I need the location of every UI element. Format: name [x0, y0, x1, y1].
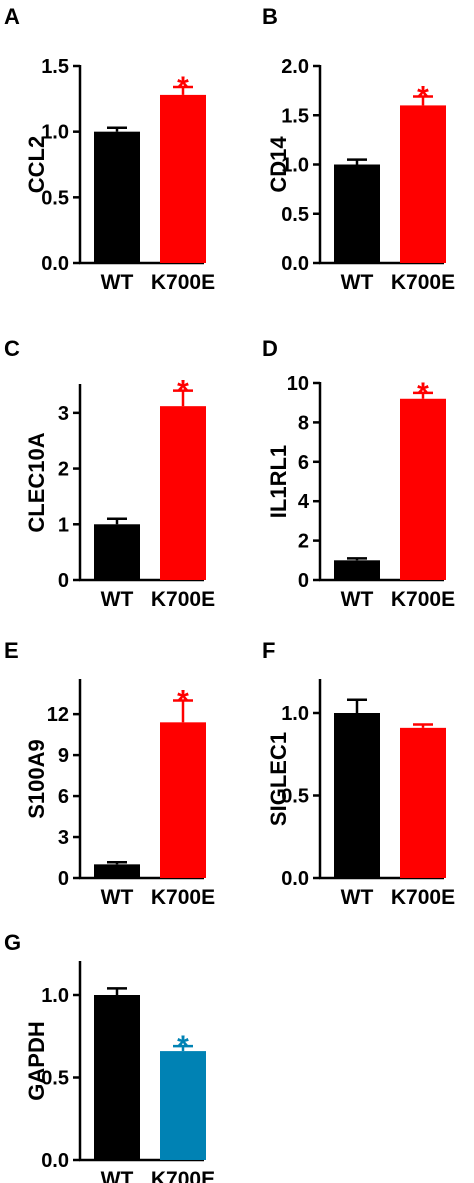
panel-g-bar-wt: [94, 995, 140, 1160]
panel-f-xlabel-k700e: K700E: [391, 886, 455, 909]
panel-a-ylabel: CCL2: [24, 136, 49, 193]
panel-c-letter: C: [4, 336, 20, 361]
panel-c-significance-star: *: [177, 375, 189, 408]
panel-b-xlabel-k700e: K700E: [391, 271, 455, 294]
panel-g-ytick-label: 0.5: [41, 1068, 69, 1090]
panel-b-significance-star: *: [417, 81, 429, 114]
panel-d-ytick-label: 6: [298, 452, 309, 474]
panel-e-ytick-label: 6: [58, 786, 69, 808]
panel-a-ytick-label: 0.5: [41, 187, 69, 209]
panel-f-bar-k700e: [400, 727, 446, 878]
panel-f-bar-wt: [334, 713, 380, 878]
panel-f-xlabel-wt: WT: [341, 886, 374, 909]
panel-g-xlabel-wt: WT: [101, 1168, 134, 1183]
panel-d-ytick-label: 8: [298, 412, 309, 434]
panel-b-ylabel: CD14: [266, 136, 291, 193]
panel-g-letter: G: [4, 930, 21, 955]
panel-b-ytick-label: 1.0: [281, 155, 309, 177]
panel-f-ytick-label: 0.5: [281, 786, 309, 808]
panel-d-ytick-label: 0: [298, 570, 309, 592]
panel-f-ytick-label: 1.0: [281, 703, 309, 725]
panel-f-letter: F: [262, 638, 275, 663]
panel-c-ytick-label: 0: [58, 570, 69, 592]
panel-f-ytick-label: 0.0: [281, 868, 309, 890]
panel-a-significance-star: *: [177, 71, 189, 104]
panel-b-letter: B: [262, 4, 278, 29]
panel-g-significance-star: *: [177, 1030, 189, 1063]
panel-a-letter: A: [4, 4, 20, 29]
panel-d-ytick-label: 10: [287, 373, 309, 395]
panel-d-xlabel-k700e: K700E: [391, 588, 455, 611]
panel-d-bar-k700e: [400, 398, 446, 580]
panel-d-ytick-label: 2: [298, 531, 309, 553]
panel-c-xlabel-k700e: K700E: [151, 588, 215, 611]
panel-b-ytick-label: 2.0: [281, 56, 309, 78]
panel-e-bar-wt: [94, 864, 140, 878]
panel-e-ylabel: S100A9: [24, 739, 49, 819]
panel-b-xlabel-wt: WT: [341, 271, 374, 294]
panel-c-bar-wt: [94, 524, 140, 580]
panel-b-bar-wt: [334, 164, 380, 263]
panel-d-bar-wt: [334, 560, 380, 580]
panel-g-ylabel: GAPDH: [24, 1021, 49, 1100]
panel-b-ytick-label: 0.0: [281, 253, 309, 275]
panel-c-bar-k700e: [160, 406, 206, 580]
panel-e-bar-k700e: [160, 722, 206, 878]
panel-e-letter: E: [4, 638, 19, 663]
panel-b-ytick-label: 1.5: [281, 105, 309, 127]
panel-a-ytick-label: 1.0: [41, 122, 69, 144]
panel-d-significance-star: *: [417, 377, 429, 410]
panel-a-bar-wt: [94, 131, 140, 263]
panel-c-ytick-label: 3: [58, 403, 69, 425]
panel-g-bar-k700e: [160, 1051, 206, 1160]
panel-f-ylabel: SIGLEC1: [266, 732, 291, 826]
panel-a-xlabel-wt: WT: [101, 271, 134, 294]
panel-e-significance-star: *: [177, 684, 189, 717]
panel-d-ylabel: IL1RL1: [266, 445, 291, 518]
panel-e-xlabel-wt: WT: [101, 886, 134, 909]
panel-b-ytick-label: 0.5: [281, 204, 309, 226]
panel-c-ytick-label: 1: [58, 514, 69, 536]
panel-a-xlabel-k700e: K700E: [151, 271, 215, 294]
panel-e-ytick-label: 9: [58, 745, 69, 767]
panel-g-xlabel-k700e: K700E: [151, 1168, 215, 1183]
panel-d-xlabel-wt: WT: [341, 588, 374, 611]
panel-e-ytick-label: 12: [47, 704, 69, 726]
panel-e-xlabel-k700e: K700E: [151, 886, 215, 909]
panel-e-ytick-label: 0: [58, 868, 69, 890]
panel-d-letter: D: [262, 336, 278, 361]
panel-a-ytick-label: 1.5: [41, 56, 69, 78]
panel-d-ytick-label: 4: [298, 491, 310, 513]
panel-c-ytick-label: 2: [58, 459, 69, 481]
panel-c-ylabel: CLEC10A: [24, 432, 49, 532]
panel-g-ytick-label: 1.0: [41, 985, 69, 1007]
panel-a-bar-k700e: [160, 94, 206, 263]
panel-e-ytick-label: 3: [58, 827, 69, 849]
panel-g-ytick-label: 0.0: [41, 1150, 69, 1172]
panel-a-ytick-label: 0.0: [41, 253, 69, 275]
panel-b-bar-k700e: [400, 105, 446, 264]
panel-c-xlabel-wt: WT: [101, 588, 134, 611]
